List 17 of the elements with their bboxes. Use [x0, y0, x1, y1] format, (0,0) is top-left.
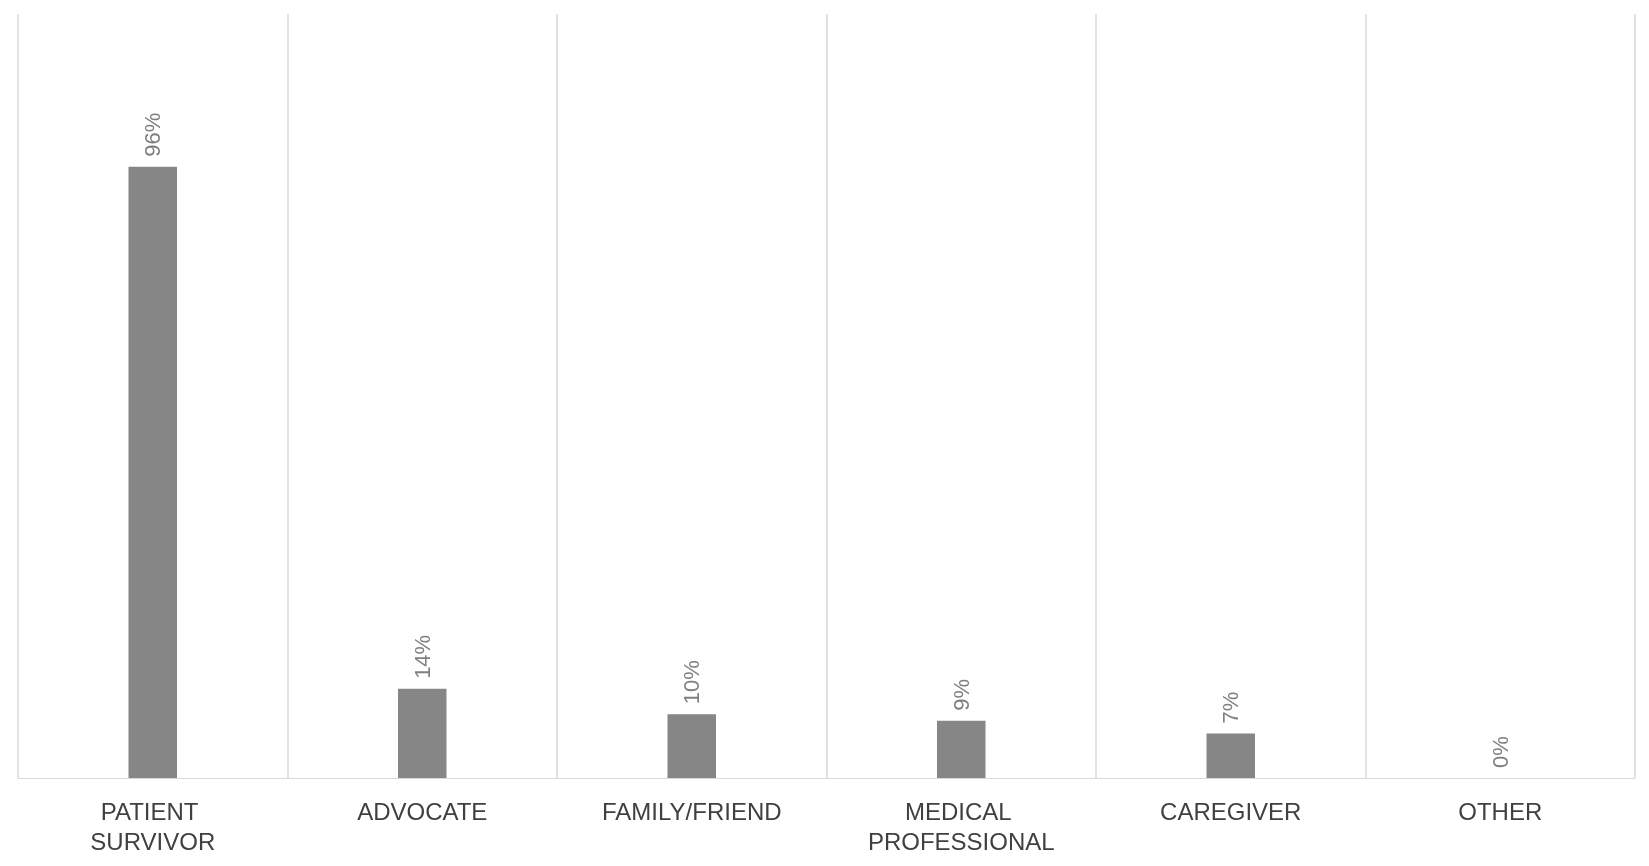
data-label: 10% [679, 660, 705, 705]
x-tick-label: ADVOCATE [357, 797, 488, 825]
x-tick-label: PATIENT SURVIVOR [90, 797, 216, 855]
data-label: 0% [1487, 736, 1513, 768]
x-tick-label: FAMILY/FRIEND [601, 797, 782, 825]
bar [398, 688, 447, 778]
x-tick-label: MEDICAL PROFESSIONAL [867, 797, 1055, 855]
data-label: 7% [1218, 691, 1244, 724]
bar [937, 720, 986, 778]
data-label: 96% [140, 112, 166, 157]
bar [1206, 733, 1255, 778]
bar [667, 714, 717, 778]
data-label: 9% [948, 678, 974, 711]
bar [128, 166, 178, 778]
x-tick-label: CAREGIVER [1160, 797, 1302, 825]
data-label: 14% [409, 634, 435, 679]
x-tick-label: OTHER [1458, 797, 1543, 825]
